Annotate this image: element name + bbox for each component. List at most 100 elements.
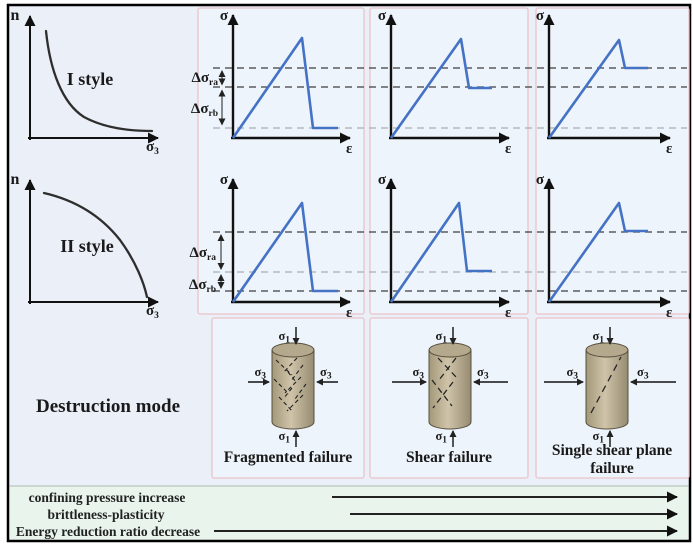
epsilon-axis-label: ε: [346, 141, 353, 157]
residual-lines-row2: [213, 231, 687, 292]
stress-strain-r1c3: σ ε: [536, 8, 673, 157]
sigma3-axis-label: σ3: [146, 139, 159, 157]
sigma-sub: 3: [154, 147, 159, 157]
cylinder-top: [585, 342, 629, 358]
sigma-base: σ: [278, 429, 285, 443]
graph-panel-col1: [197, 7, 365, 315]
sigma-sub: 1: [285, 336, 290, 346]
graph-panel-col2: [369, 7, 529, 315]
cylinder-body: [585, 349, 629, 430]
delta-sigma-ra-label: Δσra: [191, 70, 218, 88]
delta-sigma-base: Δσ: [189, 277, 207, 293]
sigma-sub: 3: [484, 372, 489, 382]
footer-trends: confining pressure increase brittleness-…: [16, 490, 678, 539]
style-I-label: I style: [67, 69, 114, 89]
delta-sigma-row1: Δσra Δσrb: [191, 70, 226, 126]
sigma3-label: σ3: [477, 365, 489, 382]
cylinder-body: [271, 349, 315, 430]
delta-sigma-rb-label: Δσrb: [191, 101, 218, 119]
delta-sigma-rb-label: Δσrb: [189, 277, 216, 295]
delta-sigma-base: Δσ: [191, 70, 209, 86]
caption-single-shear-line2: failure: [590, 460, 634, 477]
crack-pattern-single-plane: [590, 356, 622, 414]
sigma-sub: 3: [573, 372, 578, 382]
destruction-mode-label: Destruction mode: [36, 396, 180, 417]
sigma1-label: σ1: [278, 429, 290, 446]
caption-single-shear-line1: Single shear plane: [552, 442, 672, 459]
stress-strain-r2c3: σ ε: [536, 172, 673, 321]
sigma3-label: σ3: [637, 365, 649, 382]
stress-strain-r1c1: σ ε: [220, 8, 353, 157]
style-II-curve: [42, 191, 149, 299]
sigma-axis-label: σ: [536, 8, 545, 24]
sigma-base: σ: [566, 365, 573, 379]
sigma-axis-label: σ: [220, 172, 229, 188]
sigma1-label: σ1: [278, 329, 290, 346]
sigma-base: σ: [435, 429, 442, 443]
sigma-base: σ: [254, 365, 261, 379]
stress-strain-curve: [231, 36, 338, 139]
sigma-sub: 3: [644, 372, 649, 382]
sigma3-label: σ3: [566, 365, 578, 382]
stress-strain-r1c2: σ ε: [378, 8, 512, 157]
sigma-sub: 3: [327, 372, 332, 382]
sigma1-label: σ1: [435, 429, 447, 446]
sigma-base: σ: [146, 139, 155, 155]
delta-sigma-sub: rb: [209, 109, 219, 119]
epsilon-axis-label: ε: [505, 141, 512, 157]
sigma-sub: 3: [154, 311, 159, 321]
style-II-plot: n II style σ3: [11, 171, 160, 321]
sigma1-label: σ1: [435, 329, 447, 346]
stress-strain-curve: [231, 201, 338, 303]
crack-pattern-fragmented: [273, 357, 307, 413]
n-axis-label: n: [11, 7, 20, 24]
epsilon-axis-label: ε: [505, 305, 512, 321]
cylinder-top: [428, 342, 472, 358]
style-I-curve: [44, 29, 154, 133]
sigma-axis-label: σ: [378, 172, 387, 188]
n-axis-label: n: [11, 171, 20, 188]
sigma3-axis-label: σ3: [146, 303, 159, 321]
sigma-base: σ: [146, 303, 155, 319]
specimen-shear: σ1 σ1 σ3 σ3 Shear failure: [392, 327, 508, 466]
sigma-base: σ: [278, 329, 285, 343]
crack-pattern-shear: [431, 357, 458, 409]
sigma-base: σ: [477, 365, 484, 379]
epsilon-axis-label: ε: [666, 305, 673, 321]
caption-fragmented-failure: Fragmented failure: [224, 449, 353, 466]
delta-sigma-sub: ra: [207, 253, 216, 263]
sigma-axis-label: σ: [378, 8, 387, 24]
cylinder-top: [271, 342, 315, 358]
cylinder-body: [428, 349, 472, 430]
stress-strain-curve: [547, 201, 648, 303]
stress-strain-curve: [547, 38, 648, 139]
caption-shear-failure: Shear failure: [406, 449, 492, 466]
style-I-plot: n I style σ3: [11, 7, 160, 157]
delta-sigma-base: Δσ: [189, 245, 207, 261]
residual-lines-row1: [213, 67, 687, 129]
sigma-base: σ: [592, 329, 599, 343]
sigma3-label: σ3: [254, 365, 266, 382]
sigma-axis-label: σ: [536, 172, 545, 188]
epsilon-axis-label: ε: [346, 305, 353, 321]
delta-sigma-sub: ra: [209, 78, 218, 88]
specimen-single-shear-plane: σ1 σ1 σ3 σ3 Single shear plane failure: [544, 327, 676, 477]
sigma-sub: 1: [599, 436, 604, 446]
sigma-base: σ: [320, 365, 327, 379]
sigma-sub: 1: [285, 436, 290, 446]
style-II-label: II style: [60, 236, 114, 256]
sigma-base: σ: [637, 365, 644, 379]
footer-label-energy-reduction: Energy reduction ratio decrease: [16, 524, 200, 539]
sigma3-label: σ3: [412, 365, 424, 382]
sigma-sub: 3: [419, 372, 424, 382]
sigma-base: σ: [435, 329, 442, 343]
stress-strain-r2c2: σ ε: [378, 172, 512, 321]
sigma3-label: σ3: [320, 365, 332, 382]
sigma-base: σ: [592, 429, 599, 443]
stress-strain-curve: [389, 201, 492, 303]
stress-strain-curve: [389, 37, 492, 139]
specimen-fragmented: σ1 σ1 σ3 σ3 Fragmented failure: [224, 327, 353, 466]
sigma-sub: 1: [442, 436, 447, 446]
